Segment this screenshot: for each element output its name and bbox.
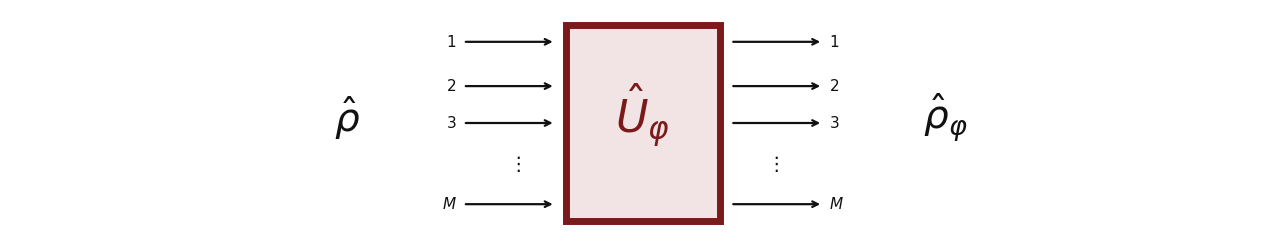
Text: $3$: $3$ — [829, 115, 840, 131]
Text: $2$: $2$ — [446, 78, 457, 94]
Text: $\hat{\rho}_{\varphi}$: $\hat{\rho}_{\varphi}$ — [923, 92, 967, 144]
Text: $M$: $M$ — [442, 196, 457, 212]
Text: $\hat{U}_{\varphi}$: $\hat{U}_{\varphi}$ — [616, 81, 670, 150]
Text: $\vdots$: $\vdots$ — [508, 154, 521, 174]
Text: $1$: $1$ — [829, 34, 840, 50]
Text: $3$: $3$ — [446, 115, 457, 131]
Bar — [566, 25, 720, 221]
Text: $\vdots$: $\vdots$ — [765, 154, 778, 174]
Text: $M$: $M$ — [829, 196, 844, 212]
Text: $1$: $1$ — [446, 34, 457, 50]
Text: $\hat{\rho}$: $\hat{\rho}$ — [334, 94, 360, 142]
Text: $2$: $2$ — [829, 78, 840, 94]
